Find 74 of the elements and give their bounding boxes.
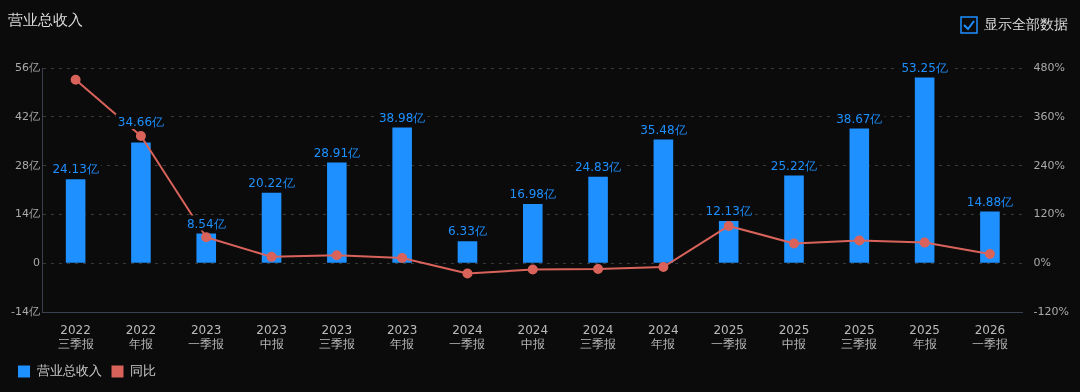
point <box>984 249 995 259</box>
x-tick-label: 2023 中报 <box>256 322 287 351</box>
point <box>331 250 342 261</box>
x-tick-label: 2024 三季报 <box>580 322 617 351</box>
data-label: 6.33亿 <box>448 224 487 239</box>
y-tick-label: -14亿 <box>11 305 40 319</box>
point <box>658 262 669 273</box>
y2-tick-label: 480% <box>1033 60 1066 74</box>
y2-tick-label: -120% <box>1033 305 1069 319</box>
x-tick-label: 2023 三季报 <box>318 322 355 351</box>
point <box>201 232 212 243</box>
bar <box>849 128 870 263</box>
data-label: 38.67亿 <box>836 111 883 126</box>
x-tick-label: 2023 年报 <box>386 322 418 351</box>
point <box>723 220 734 231</box>
x-tick-label: 2022 年报 <box>125 322 157 351</box>
y-tick-label: 14亿 <box>14 207 40 221</box>
bar <box>392 127 412 263</box>
data-label: 28.91亿 <box>313 145 361 160</box>
y-tick-label: 28亿 <box>14 158 40 172</box>
data-label: 24.83亿 <box>574 159 622 174</box>
bar <box>131 142 151 263</box>
bar <box>327 162 347 263</box>
bar <box>261 192 282 263</box>
point <box>70 74 81 85</box>
x-tick-label: 2022 三季报 <box>57 322 94 351</box>
point <box>919 237 930 248</box>
x-tick-label: 2025 三季报 <box>841 322 878 351</box>
data-label: 20.22亿 <box>248 175 295 190</box>
bar <box>522 204 543 263</box>
x-tick-label: 2026 一季报 <box>971 322 1008 351</box>
y-tick-label: 0 <box>32 256 40 270</box>
y2-tick-label: 240% <box>1033 158 1066 172</box>
x-tick-label: 2024 一季报 <box>449 322 486 351</box>
point <box>135 130 146 141</box>
point <box>462 268 473 279</box>
point <box>789 238 800 249</box>
legend-label: 营业总收入 <box>36 362 102 378</box>
data-label: 25.22亿 <box>770 158 818 173</box>
legend-label: 同比 <box>130 362 156 378</box>
x-tick-label: 2024 中报 <box>517 322 549 351</box>
x-tick-label: 2025 中报 <box>778 322 810 351</box>
y2-tick-label: 360% <box>1033 109 1066 123</box>
bar <box>588 176 608 263</box>
y-tick-label: 56亿 <box>14 60 40 74</box>
x-tick-label: 2024 年报 <box>648 322 679 351</box>
point <box>593 264 604 275</box>
data-label: 8.54亿 <box>186 216 226 231</box>
data-label: 38.98亿 <box>378 110 426 125</box>
bar <box>65 179 86 263</box>
point <box>397 253 408 264</box>
data-label: 35.48亿 <box>640 122 687 137</box>
bar <box>980 211 1000 263</box>
point <box>527 264 538 275</box>
y-tick-label: 42亿 <box>14 109 40 123</box>
x-tick-label: 2025 一季报 <box>710 322 747 351</box>
data-label: 24.13亿 <box>52 162 99 177</box>
y2-tick-label: 120% <box>1033 207 1066 221</box>
bar <box>914 77 935 263</box>
text: 显示全部数据 <box>984 16 1068 34</box>
bar <box>457 241 478 263</box>
data-label: 14.88亿 <box>966 194 1014 209</box>
point <box>854 235 865 246</box>
point <box>266 251 277 262</box>
data-label: 12.13亿 <box>705 204 752 219</box>
y2-tick-label: 0% <box>1033 256 1052 270</box>
bar <box>653 139 674 263</box>
x-tick-label: 2025 年报 <box>909 322 940 351</box>
data-label: 16.98亿 <box>509 187 556 202</box>
data-label: 53.25亿 <box>901 60 948 75</box>
chart-title: 营业总收入 <box>8 10 83 29</box>
x-tick-label: 2023 一季报 <box>188 322 225 351</box>
bar <box>784 175 804 263</box>
data-label: 34.66亿 <box>117 115 165 130</box>
